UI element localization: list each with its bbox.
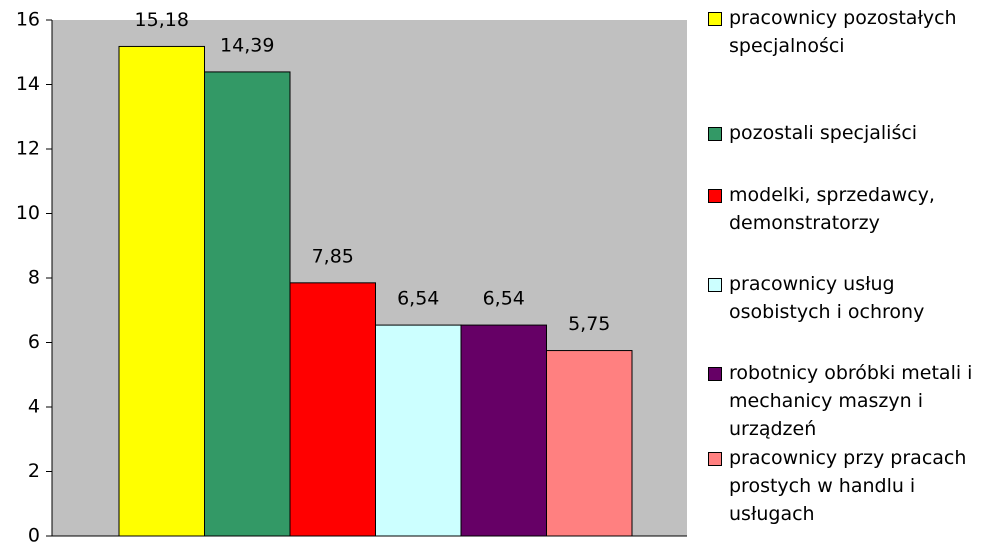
y-tick-label: 10 [16,202,40,224]
legend-item: pracownicy przy pracach prostych w handl… [708,444,1000,528]
data-label: 14,39 [220,34,274,56]
legend-label: modelki, sprzedawcy, demonstratorzy [729,184,935,234]
data-label: 5,75 [568,313,610,335]
legend-item: pozostali specjaliści [708,119,1000,147]
legend-item: pracownicy usług osobistych i ochrony [708,270,1000,326]
y-tick-label: 16 [16,9,40,31]
legend-label: robotnicy obróbki metali i mechanicy mas… [729,362,973,440]
bar [204,71,291,537]
bar [289,282,376,537]
legend-item: robotnicy obróbki metali i mechanicy mas… [708,359,1000,443]
legend-swatch [708,127,722,141]
legend-item: modelki, sprzedawcy, demonstratorzy [708,181,1000,237]
y-tick-label: 0 [28,525,40,544]
legend-label: pracownicy pozostałych specjalności [729,7,957,57]
y-tick-label: 2 [28,460,40,482]
bar [375,324,462,537]
y-tick-label: 4 [28,396,40,418]
bar [118,45,205,537]
legend-swatch [708,12,722,26]
legend-label: pracownicy usług osobistych i ochrony [729,273,925,323]
legend-swatch [708,452,722,466]
data-label: 7,85 [312,245,354,267]
data-label: 6,54 [397,288,439,310]
y-tick-label: 12 [16,138,40,160]
bar [546,350,633,537]
bar [460,324,547,537]
legend-swatch [708,367,722,381]
data-label: 15,18 [135,9,189,31]
legend-swatch [708,189,722,203]
y-tick-label: 6 [28,331,40,353]
legend-label: pozostali specjaliści [729,122,918,144]
legend-item: pracownicy pozostałych specjalności [708,4,1000,60]
data-label: 6,54 [483,288,525,310]
y-tick-label: 8 [28,267,40,289]
legend-swatch [708,278,722,292]
legend-label: pracownicy przy pracach prostych w handl… [729,447,967,525]
y-tick-label: 14 [16,73,40,95]
